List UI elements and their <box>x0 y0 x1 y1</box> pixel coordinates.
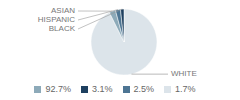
svg-text:ASIAN: ASIAN <box>51 6 75 15</box>
svg-text:BLACK: BLACK <box>49 24 76 33</box>
svg-text:WHITE: WHITE <box>171 69 197 78</box>
html-text:2.5%: 2.5% <box>133 84 154 94</box>
html-text:92.7%: 92.7% <box>45 84 71 94</box>
html-text:3.1%: 3.1% <box>92 84 113 94</box>
svg-text:HISPANIC: HISPANIC <box>38 15 75 24</box>
html-text:1.7%: 1.7% <box>175 84 196 94</box>
